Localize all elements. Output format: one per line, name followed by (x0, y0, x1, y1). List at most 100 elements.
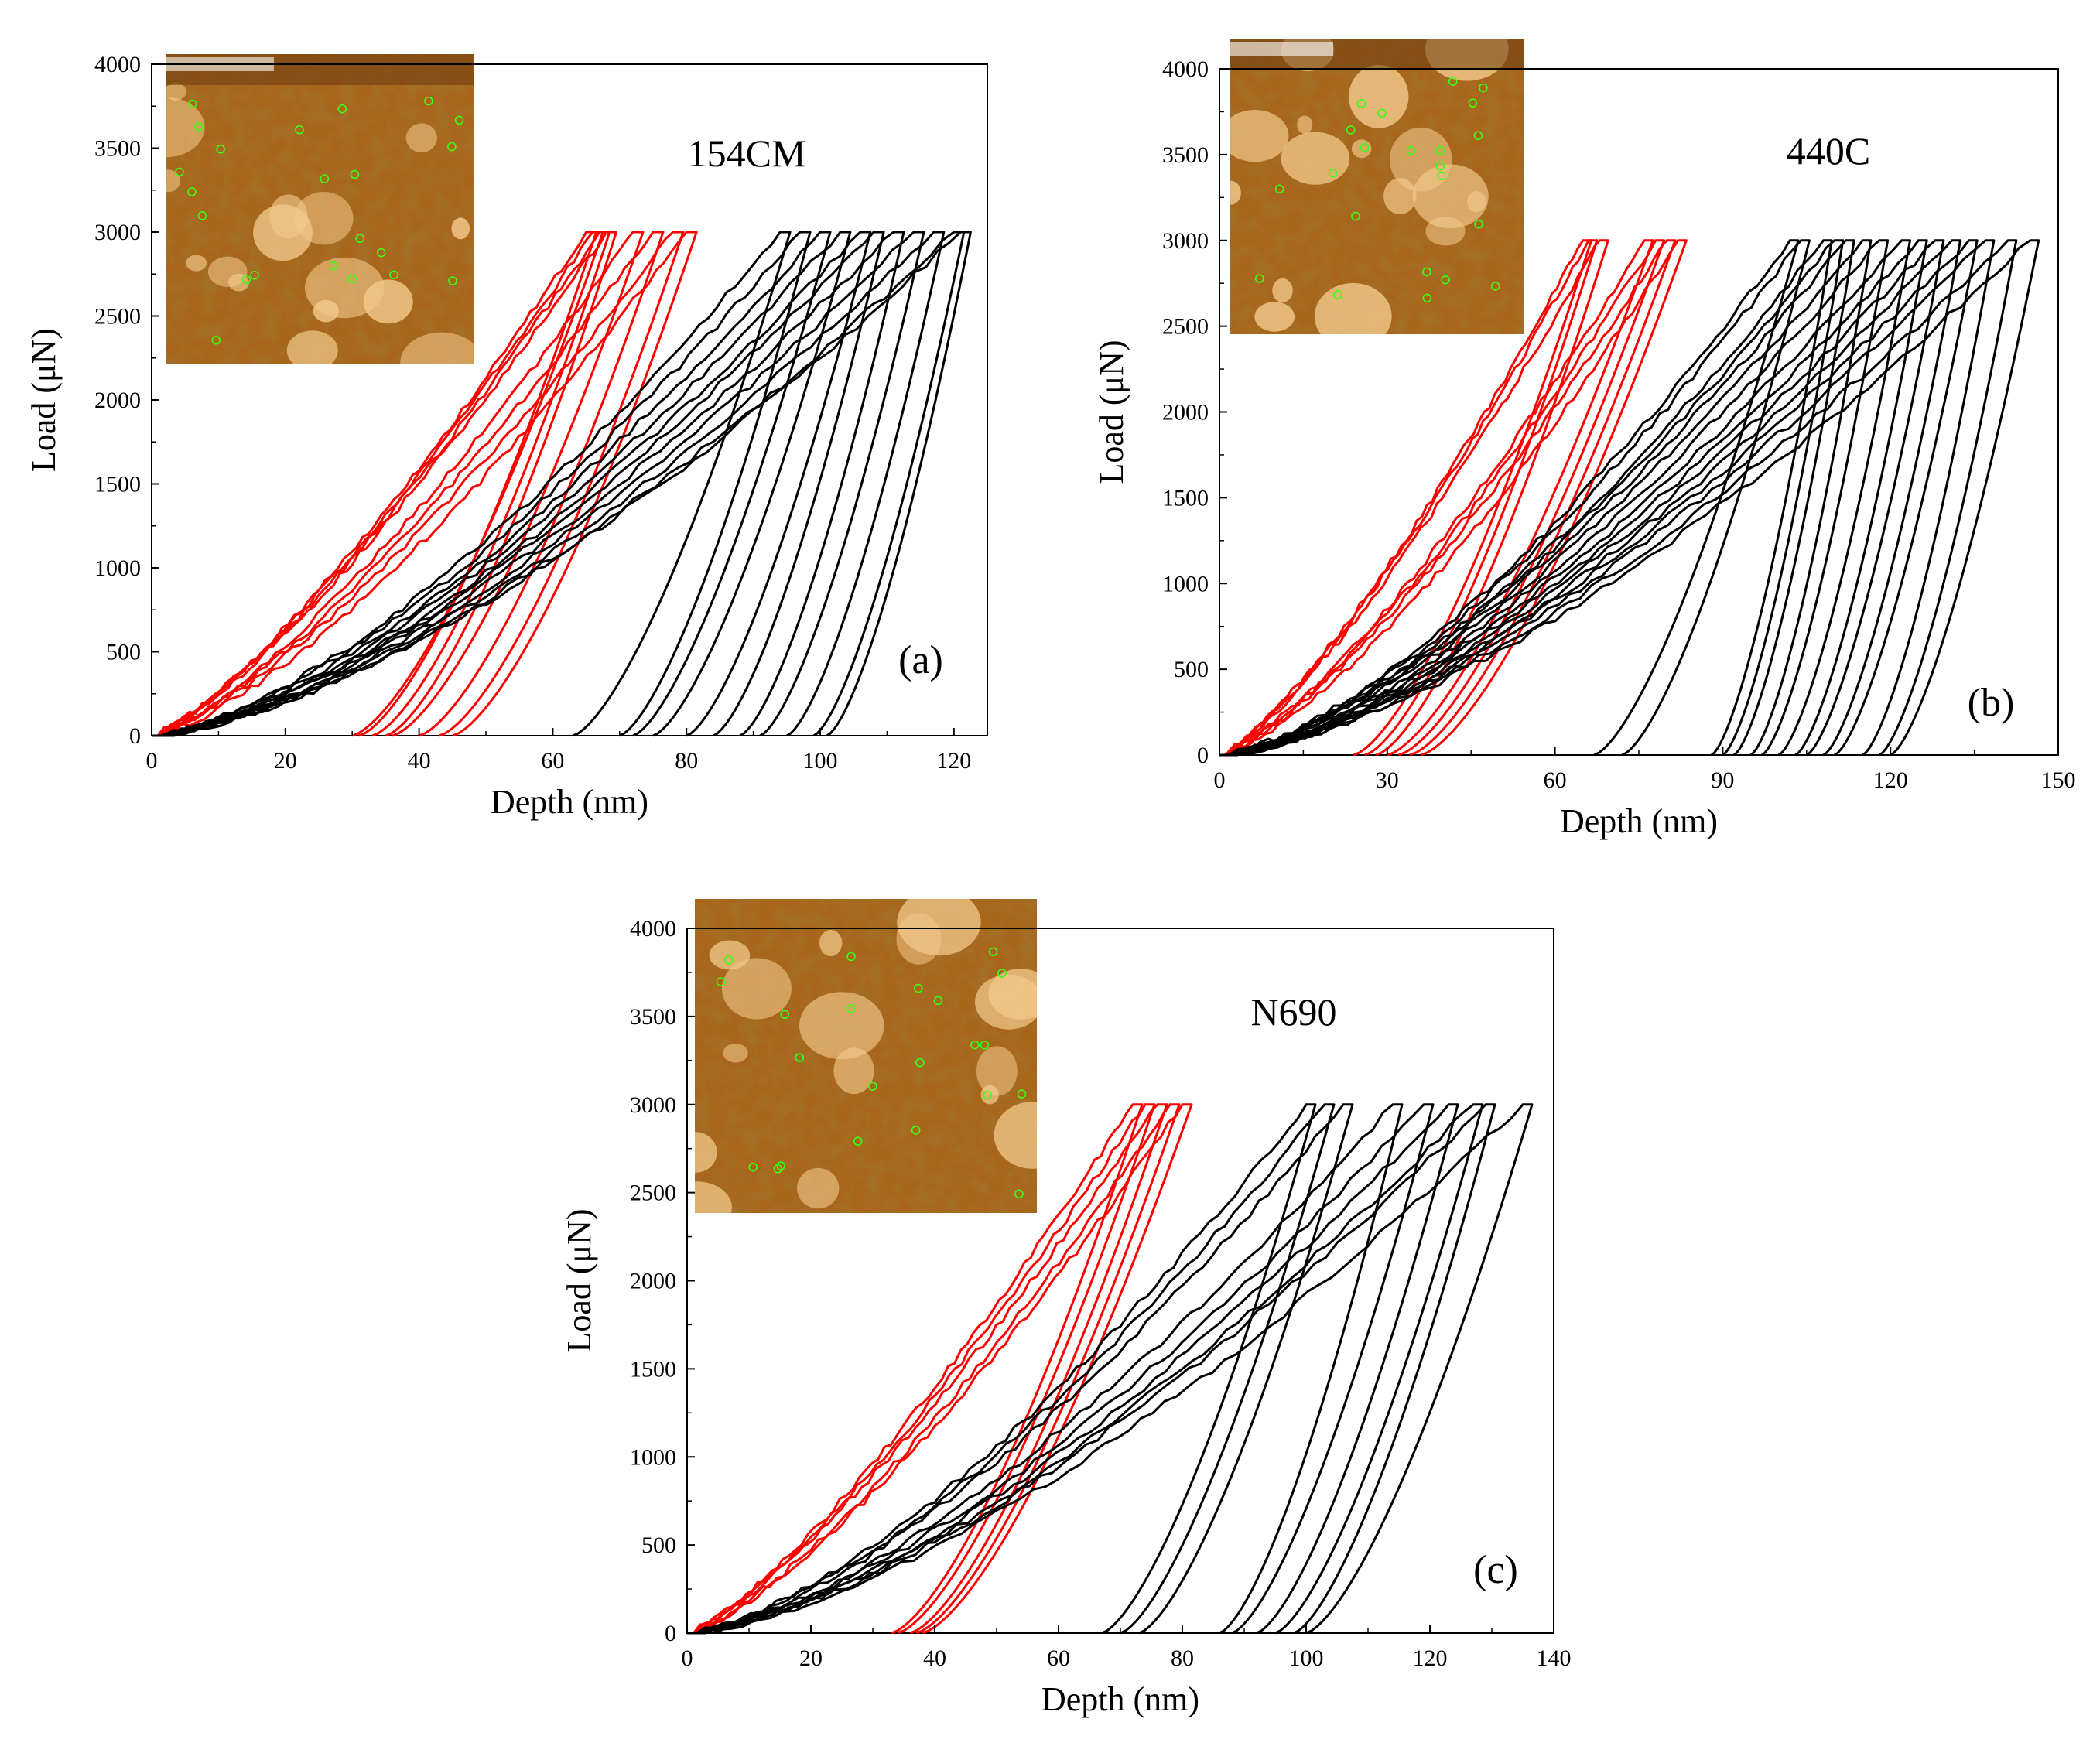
matrix-load-curve (152, 231, 852, 737)
matrix-load-curve (1219, 239, 1945, 757)
y-tick-label: 1000 (94, 555, 141, 581)
matrix-load-curve (1219, 239, 1961, 757)
panel-c: 0 20 40 60 80 100 120 140 0 500 1000 1500 2000 2500 30… (560, 899, 1572, 1718)
afm-indent-marker (1479, 83, 1488, 93)
afm-grain (186, 255, 207, 272)
axis-ticks: 0 20 40 60 80 100 120 0 500 1000 1500 2000 2500 3000 3… (94, 52, 971, 774)
afm-indent-marker (914, 983, 923, 993)
afm-grain (1297, 115, 1313, 135)
y-tick-label: 1500 (1162, 485, 1209, 511)
matrix-load-curve (152, 231, 832, 737)
matrix-load-curve (687, 1103, 1404, 1635)
y-axis-label: Load (μN) (560, 1208, 598, 1352)
afm-grain (228, 273, 249, 292)
matrix-load-curve (1219, 239, 2018, 757)
afm-grain (721, 958, 792, 1020)
x-tick-label: 100 (1289, 1645, 1324, 1671)
afm-indent-marker (933, 996, 943, 1006)
panel-label: (b) (1968, 681, 2015, 725)
matrix-load-curve (1219, 239, 1911, 757)
x-tick-label: 60 (1544, 767, 1567, 793)
afm-grain (166, 83, 186, 101)
afm-indent-marker (448, 276, 457, 285)
afm-grain (994, 1102, 1037, 1169)
afm-indent-marker (1014, 1189, 1024, 1199)
hard-phase-load-curve (152, 231, 685, 737)
panel-b: 0 30 60 90 120 150050010001500200025003000350… (1093, 39, 2076, 840)
matrix-load-curve (687, 1103, 1435, 1635)
axis-ticks: 0 30 60 90 120 150050010001500200025003000350… (1162, 56, 2076, 793)
matrix-load-curve (152, 231, 812, 737)
y-tick-label: 500 (1174, 657, 1209, 682)
afm-indent-marker (447, 142, 457, 152)
matrix-load-curve (687, 1103, 1354, 1635)
afm-indent-marker (175, 167, 184, 177)
y-tick-label: 3000 (630, 1092, 676, 1118)
curves-group (1219, 239, 2040, 757)
afm-grain (975, 974, 1037, 1030)
afm-grain (1281, 132, 1350, 185)
afm-indent-marker (773, 1164, 783, 1174)
afm-indent-marker (911, 1126, 921, 1135)
afm-indent-marker (1254, 274, 1264, 283)
panel-a: 0 20 40 60 80 100 120 0 500 1000 1500 2000 2500 3000 3… (25, 52, 988, 821)
y-tick-label: 3500 (630, 1004, 676, 1030)
afm-indent-marker (723, 955, 734, 965)
afm-inset-image (695, 899, 1037, 1213)
afm-grain (1272, 278, 1293, 302)
afm-indent-marker (980, 1040, 990, 1050)
afm-indent-marker (337, 104, 347, 114)
matrix-load-curve (1219, 239, 1800, 757)
x-axis-label: Depth (nm) (491, 783, 648, 821)
y-tick-label: 4000 (630, 916, 676, 941)
y-tick-label: 0 (129, 723, 141, 749)
afm-indent-marker (376, 248, 386, 258)
y-tick-label: 3500 (94, 136, 141, 162)
y-tick-label: 2000 (1162, 400, 1209, 425)
x-tick-label: 150 (2041, 767, 2076, 793)
y-tick-label: 2500 (1162, 314, 1209, 340)
y-tick-label: 3000 (1162, 228, 1209, 254)
afm-indent-marker (1346, 125, 1356, 135)
matrix-load-curve (152, 231, 905, 737)
afm-indent-marker (1435, 161, 1445, 171)
afm-grain (819, 929, 843, 957)
afm-indent-marker (997, 969, 1007, 978)
x-tick-label: 0 (682, 1645, 693, 1671)
matrix-load-curve (1219, 239, 1928, 757)
afm-indent-marker (1356, 99, 1366, 108)
x-axis-label: Depth (nm) (1041, 1680, 1199, 1718)
hard-phase-load-curve (1219, 239, 1677, 757)
sample-label: N690 (1250, 990, 1336, 1034)
matrix-load-curve (152, 231, 885, 737)
y-tick-label: 4000 (1162, 56, 1209, 82)
x-tick-label: 40 (408, 748, 431, 774)
x-tick-label: 120 (1873, 767, 1908, 793)
afm-indent-marker (1274, 184, 1284, 194)
afm-grain (695, 1181, 732, 1213)
afm-indent-marker (1422, 267, 1431, 277)
hard-phase-load-curve (1219, 239, 1599, 757)
matrix-load-curve (687, 1103, 1484, 1635)
x-tick-label: 140 (1537, 1645, 1572, 1671)
afm-artifact-band (1230, 42, 1333, 56)
afm-indent-marker (1474, 219, 1483, 229)
afm-indent-marker (795, 1053, 805, 1062)
y-tick-label: 1000 (1162, 571, 1209, 596)
y-tick-label: 1000 (630, 1444, 676, 1470)
matrix-load-curve (1219, 239, 2040, 757)
x-axis-label: Depth (nm) (1560, 802, 1718, 840)
x-tick-label: 80 (1171, 1645, 1194, 1671)
hard-phase-load-curve (687, 1103, 1168, 1635)
afm-indent-marker (1437, 171, 1446, 181)
afm-indent-marker (355, 234, 365, 244)
afm-indent-marker (187, 99, 197, 109)
afm-indent-marker (1360, 142, 1370, 152)
afm-grain (1230, 109, 1289, 162)
afm-grain (797, 1167, 840, 1209)
x-tick-label: 60 (1047, 1645, 1070, 1671)
curves-group (152, 231, 972, 737)
hard-phase-load-curve (152, 231, 698, 737)
afm-indent-marker (1333, 290, 1342, 299)
afm-indent-marker (776, 1161, 785, 1170)
